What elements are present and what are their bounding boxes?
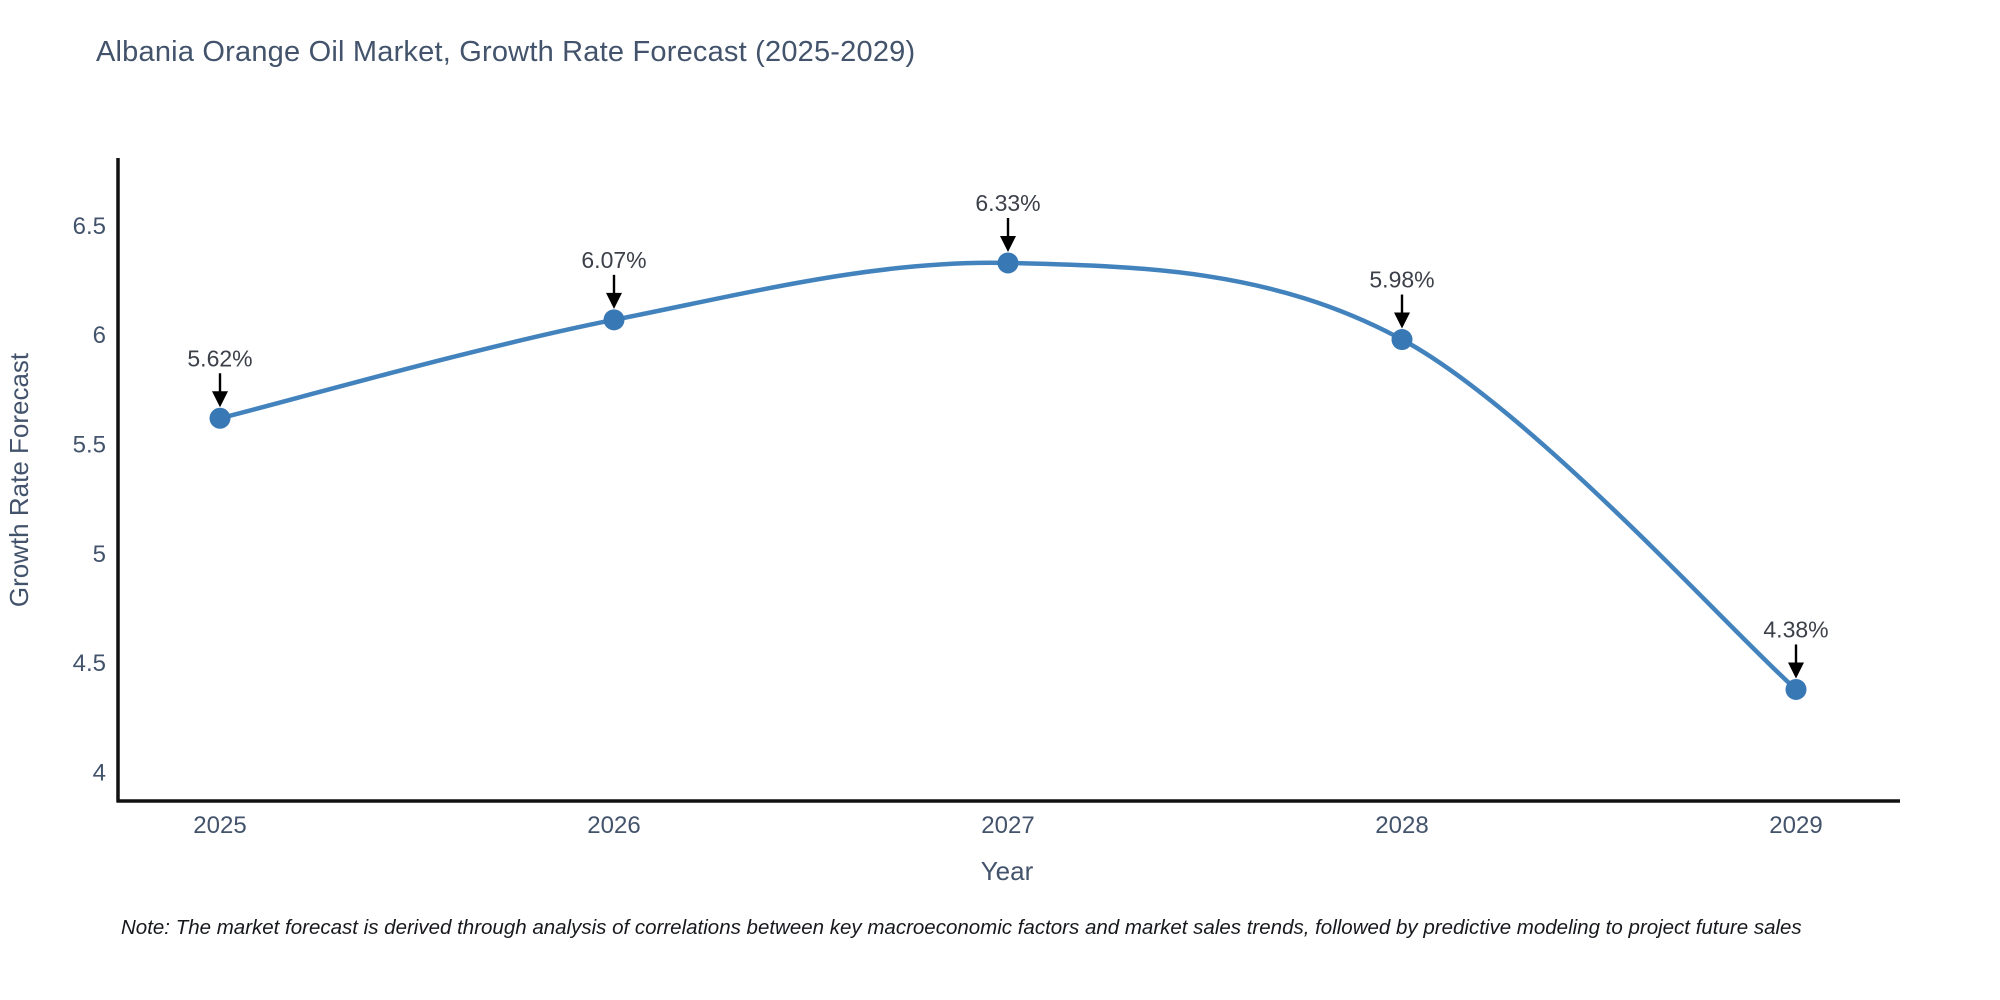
- y-tick-label: 6: [93, 322, 106, 349]
- x-tick-label: 2027: [981, 812, 1034, 839]
- data-point-marker[interactable]: [603, 309, 625, 331]
- y-tick-label: 4.5: [73, 650, 106, 677]
- data-point-marker[interactable]: [997, 252, 1019, 274]
- x-tick-label: 2028: [1375, 812, 1428, 839]
- chart-title: Albania Orange Oil Market, Growth Rate F…: [96, 36, 916, 68]
- trend-line: [217, 260, 1799, 692]
- footnote: Note: The market forecast is derived thr…: [121, 916, 1802, 939]
- y-tick-label: 5.5: [73, 432, 106, 459]
- x-tick-label: 2026: [587, 812, 640, 839]
- down-arrow-head-icon: [606, 292, 622, 309]
- down-arrow-head-icon: [1000, 235, 1016, 252]
- down-arrow-head-icon: [1394, 312, 1410, 329]
- data-point-label: 4.38%: [1763, 616, 1828, 642]
- down-arrow-head-icon: [212, 391, 228, 408]
- x-axis-title: Year: [981, 856, 1034, 886]
- data-point-label: 6.33%: [975, 190, 1040, 216]
- y-axis-title: Growth Rate Forecast: [4, 352, 34, 607]
- data-point-marker[interactable]: [1391, 329, 1413, 351]
- y-tick-label: 5: [93, 541, 106, 568]
- data-point-label: 6.07%: [581, 247, 646, 273]
- x-tick-label: 2025: [193, 812, 246, 839]
- y-tick-label: 6.5: [73, 213, 106, 240]
- data-point-marker[interactable]: [1785, 678, 1807, 700]
- y-tick-label: 4: [93, 760, 106, 787]
- data-point-label: 5.98%: [1369, 267, 1434, 293]
- down-arrow-head-icon: [1788, 662, 1804, 679]
- data-point-marker[interactable]: [209, 407, 231, 429]
- data-point-label: 5.62%: [187, 345, 252, 371]
- x-tick-label: 2029: [1769, 812, 1822, 839]
